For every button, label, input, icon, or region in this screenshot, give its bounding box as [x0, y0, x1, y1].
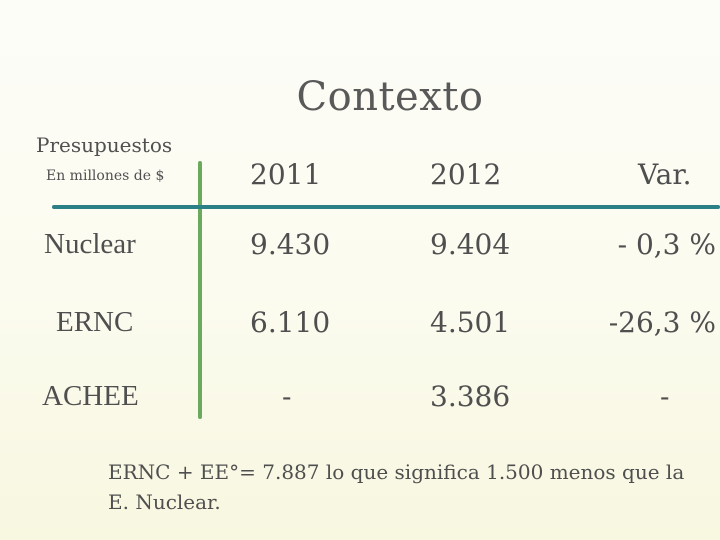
- cell-ernc-2011: 6.110: [250, 306, 331, 339]
- slide-title: Contexto: [296, 74, 484, 120]
- unit-label: En millones de $: [46, 168, 165, 184]
- cell-nuclear-var: - 0,3 %: [617, 228, 716, 261]
- header-var: Var.: [638, 158, 692, 191]
- corner-label: Presupuestos: [36, 133, 173, 157]
- cell-nuclear-2012: 9.404: [430, 228, 511, 261]
- header-2011: 2011: [250, 158, 322, 191]
- cell-achee-2012: 3.386: [430, 380, 511, 413]
- cell-achee-2011: -: [282, 380, 292, 413]
- header-2012: 2012: [430, 158, 502, 191]
- row-label-ernc: ERNC: [56, 306, 134, 338]
- cell-ernc-var: -26,3 %: [608, 306, 716, 339]
- cell-ernc-2012: 4.501: [430, 306, 511, 339]
- cell-nuclear-2011: 9.430: [250, 228, 331, 261]
- row-label-achee: ACHEE: [42, 380, 139, 412]
- vertical-rule: [198, 161, 202, 419]
- row-label-nuclear: Nuclear: [44, 228, 136, 260]
- cell-achee-var: -: [660, 380, 670, 413]
- header-rule: [52, 205, 720, 209]
- footnote: ERNC + EE°= 7.887 lo que significa 1.500…: [108, 460, 685, 514]
